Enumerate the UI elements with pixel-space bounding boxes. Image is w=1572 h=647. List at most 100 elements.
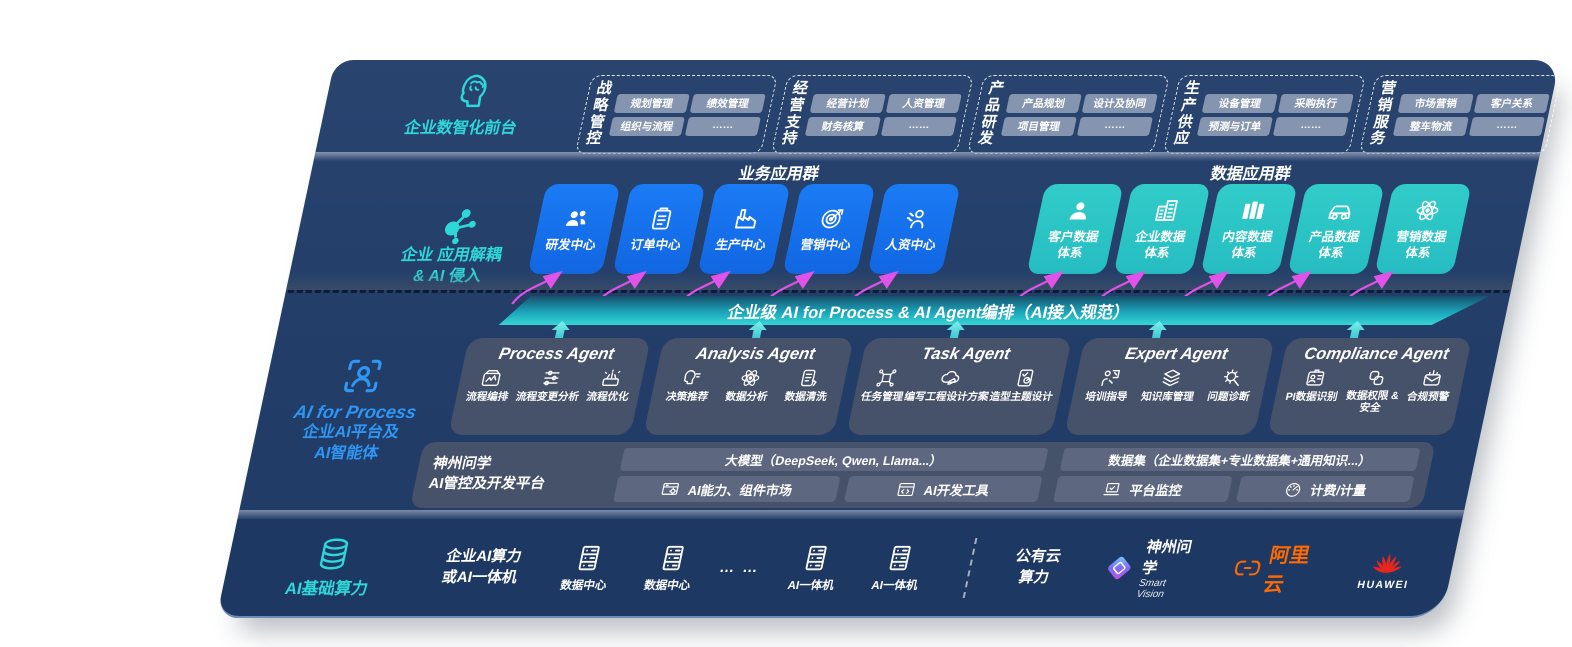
architecture-diagram: 企业数智化前台 战略 管控 规划管理 绩效管理 组织与流程 …… 经营 支持 经营计… bbox=[216, 60, 1562, 618]
platform-monitor-cell: 平台监控 bbox=[1053, 476, 1233, 502]
magenta-flow-arrows bbox=[511, 270, 1394, 305]
infra-label: AI基础算力 bbox=[276, 536, 385, 599]
group-production-supply: 生产 供应 设备管理 采购执行 预测与订单 …… bbox=[1163, 75, 1366, 155]
layers-icon bbox=[1161, 369, 1182, 387]
analysis-agent-card: Analysis Agent 决策推荐 数据分析 数据清洗 bbox=[643, 338, 854, 435]
chip: 规划管理 bbox=[613, 93, 690, 113]
group-strategy-control: 战略 管控 规划管理 绩效管理 组织与流程 …… bbox=[574, 75, 778, 155]
chip: …… bbox=[684, 116, 761, 136]
enterprise-compute-label: 企业AI算力 或AI一体机 bbox=[440, 548, 524, 586]
huawei-flower-icon bbox=[1370, 553, 1405, 574]
chip: 设计及协同 bbox=[1081, 93, 1158, 113]
platform-label: 神州问学 AI管控及开发平台 bbox=[427, 455, 607, 494]
ai-devtools-cell: AI开发工具 bbox=[844, 476, 1043, 502]
chip: 项目管理 bbox=[1000, 116, 1078, 136]
atom-icon bbox=[739, 368, 762, 388]
rings-icon bbox=[1367, 370, 1385, 386]
infra-band: AI基础算力 企业AI算力 或AI一体机 数据中心 数据中心 … … AI一体机 bbox=[216, 519, 1463, 618]
layer-divider bbox=[237, 510, 1465, 519]
compliance-agent-card: Compliance Agent PI数据识别 数据权限 & 安全 合规预警 bbox=[1267, 338, 1472, 435]
group-name: 产品 研发 bbox=[976, 80, 1006, 148]
ai-appliance-node: AI一体机 bbox=[774, 543, 854, 593]
gauge-icon bbox=[1284, 482, 1302, 497]
box-wave-icon bbox=[481, 369, 502, 387]
expert-agent-card: Expert Agent 培训指导 知识库管理 问题诊断 bbox=[1064, 338, 1275, 435]
head-chat-icon bbox=[682, 369, 702, 385]
chip: …… bbox=[1076, 116, 1154, 136]
agent-title: Expert Agent bbox=[1123, 345, 1230, 363]
smartvision-logo: 神州问学 Smart Vision bbox=[1098, 536, 1197, 600]
spark-box-icon bbox=[601, 369, 622, 387]
chip: 整车物流 bbox=[1393, 116, 1470, 136]
group-marketing-service: 营销 服务 市场营销 客户关系 整车物流 …… bbox=[1359, 75, 1562, 155]
agent-title: Compliance Agent bbox=[1302, 345, 1451, 363]
platform-dataset-group: 数据集（企业数据集+专业数据集+通用知识...） 平台监控 计费/计量 bbox=[1053, 448, 1421, 502]
platform-model-group: 大模型（DeepSeek, Qwen, Llama...） AI能力、组件市场 … bbox=[613, 448, 1049, 502]
agents-row: Process Agent 流程编排 流程变更分析 流程优化 Analysis … bbox=[448, 338, 1472, 435]
tablet-check-icon bbox=[1016, 369, 1034, 387]
dataset-bar: 数据集（企业数据集+专业数据集+通用知识...） bbox=[1059, 448, 1421, 471]
chip: 人资管理 bbox=[885, 93, 962, 113]
dashed-vertical-divider bbox=[962, 537, 978, 598]
nodes-icon bbox=[875, 369, 897, 387]
chip: 预测与订单 bbox=[1196, 116, 1274, 136]
group-name: 生产 供应 bbox=[1172, 80, 1202, 148]
band-title: 企业级 AI for Process & AI Agent编排（AI接入规范） bbox=[725, 303, 1132, 322]
chip: …… bbox=[1469, 116, 1546, 136]
agent-title: Task Agent bbox=[920, 345, 1012, 363]
server-icon bbox=[805, 545, 828, 570]
chip: 市场营销 bbox=[1397, 93, 1474, 113]
data-apps-title: 数据应用群 bbox=[1208, 166, 1293, 183]
smartvision-diamond-icon bbox=[1103, 554, 1135, 581]
process-agent-card: Process Agent 流程编排 流程变更分析 流程优化 bbox=[448, 338, 651, 435]
layer-divider bbox=[313, 152, 1541, 161]
chip: 绩效管理 bbox=[689, 93, 766, 113]
server-icon bbox=[578, 545, 601, 570]
chip: …… bbox=[880, 116, 958, 136]
laptop-icon bbox=[1103, 482, 1122, 495]
sliders-icon bbox=[542, 370, 560, 386]
ai-orchestration-band: 企业级 AI for Process & AI Agent编排（AI接入规范） bbox=[499, 296, 1490, 325]
cloud-pen-icon bbox=[940, 370, 961, 385]
agent-title: Analysis Agent bbox=[694, 345, 817, 363]
huawei-logo: HUAWEI bbox=[1356, 545, 1417, 591]
ai-label-line1: AI for Process bbox=[292, 402, 419, 422]
group-name: 经营 支持 bbox=[780, 80, 810, 148]
group-product-rd: 产品 研发 产品规划 设计及协同 项目管理 …… bbox=[967, 75, 1170, 155]
alicloud-logo: 阿里云 bbox=[1228, 539, 1321, 597]
ellipsis-dots: … … bbox=[717, 559, 762, 576]
group-name: 营销 服务 bbox=[1368, 80, 1398, 148]
infra-title: AI基础算力 bbox=[283, 580, 370, 598]
platform-card: 神州问学 AI管控及开发平台 大模型（DeepSeek, Qwen, Llama… bbox=[409, 442, 1436, 508]
front-office-label: 企业数智化前台 bbox=[374, 70, 556, 138]
datacenter-node: 数据中心 bbox=[631, 543, 711, 593]
billing-metering-cell: 计费/计量 bbox=[1235, 476, 1415, 502]
front-office-title: 企业数智化前台 bbox=[402, 120, 519, 137]
gear-search-icon bbox=[1222, 369, 1243, 387]
window-code-icon bbox=[897, 482, 916, 496]
chip: 产品规划 bbox=[1005, 93, 1082, 113]
mail-alert-icon bbox=[1422, 369, 1442, 386]
platform-label-line2: AI管控及开发平台 bbox=[427, 476, 547, 492]
database-icon bbox=[318, 538, 349, 570]
chip: 客户关系 bbox=[1473, 93, 1550, 113]
alicloud-bracket-icon bbox=[1234, 560, 1262, 575]
public-cloud-label: 公有云 算力 bbox=[1013, 548, 1063, 586]
task-agent-card: Task Agent 任务管理 编写工程设计方案 造型主题设计 bbox=[846, 338, 1072, 435]
chip: 设备管理 bbox=[1201, 93, 1278, 113]
ai-capability-cell: AI能力、组件市场 bbox=[613, 476, 841, 502]
ai-label-line2: 企业AI平台及 bbox=[301, 424, 401, 441]
brain-head-icon bbox=[458, 74, 489, 108]
ai-appliance-node: AI一体机 bbox=[858, 543, 938, 593]
chip: 财务核算 bbox=[804, 116, 882, 136]
server-icon bbox=[662, 545, 684, 570]
chip: 经营计划 bbox=[809, 93, 886, 113]
group-name: 战略 管控 bbox=[584, 80, 614, 148]
datacenter-node: 数据中心 bbox=[547, 543, 627, 593]
id-card-icon bbox=[1306, 369, 1326, 386]
model-bar: 大模型（DeepSeek, Qwen, Llama...） bbox=[619, 448, 1049, 471]
business-apps-title: 业务应用群 bbox=[736, 166, 821, 183]
ai-label-line3: AI智能体 bbox=[312, 444, 381, 462]
group-operation-support: 经营 支持 经营计划 人资管理 财务核算 …… bbox=[770, 75, 974, 155]
